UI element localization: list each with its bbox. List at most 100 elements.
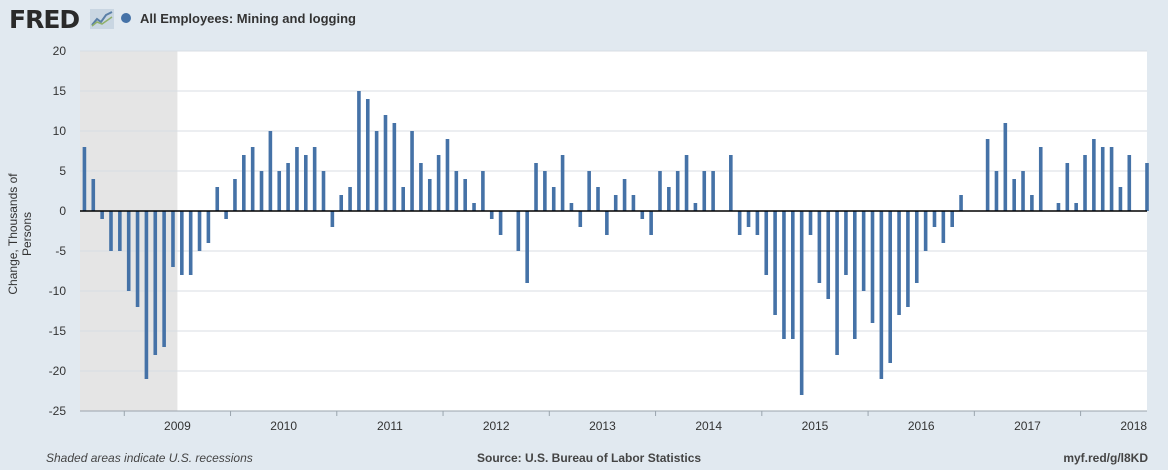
source-note[interactable]: Source: U.S. Bureau of Labor Statistics <box>477 451 702 465</box>
bar <box>1030 195 1034 211</box>
bar <box>109 211 113 251</box>
series-title[interactable]: All Employees: Mining and logging <box>140 11 356 26</box>
bar <box>339 195 344 211</box>
bar <box>950 211 954 227</box>
bar <box>472 203 476 211</box>
y-tick-label: -5 <box>55 244 66 258</box>
chart-header: FRED All Employees: Mining and logging <box>0 0 1168 40</box>
trend-line-icon <box>90 9 114 29</box>
bar <box>932 211 937 227</box>
bar <box>268 131 273 211</box>
x-tick-label: 2016 <box>908 419 935 433</box>
bar <box>427 179 432 211</box>
bar <box>667 187 671 211</box>
plot-area <box>80 51 1147 411</box>
bar <box>923 211 928 251</box>
y-axis-label: Change, Thousands of Persons <box>6 173 34 295</box>
bar <box>197 211 202 251</box>
bar <box>1100 147 1105 211</box>
bar <box>1074 203 1078 211</box>
bar <box>250 147 255 211</box>
y-tick-label: -10 <box>49 284 67 298</box>
bar <box>180 211 184 275</box>
x-tick-label: 2012 <box>483 419 510 433</box>
bar <box>1118 187 1123 211</box>
bar <box>303 155 308 211</box>
bar <box>1145 163 1149 211</box>
bar <box>481 171 485 211</box>
bar <box>489 211 494 219</box>
bar <box>357 91 361 211</box>
bar <box>985 139 990 211</box>
bar <box>605 211 609 235</box>
bar <box>675 171 680 211</box>
y-tick-label: 0 <box>59 204 66 218</box>
bar <box>171 211 175 267</box>
bar <box>419 163 423 211</box>
bar <box>126 211 131 291</box>
bar <box>817 211 822 283</box>
bar <box>454 171 459 211</box>
bar <box>312 147 317 211</box>
bar <box>543 171 547 211</box>
bar <box>321 171 326 211</box>
bar <box>188 211 193 275</box>
x-tick-label: 2017 <box>1014 419 1041 433</box>
bar <box>729 155 733 211</box>
bar <box>277 171 282 211</box>
bar <box>914 211 919 283</box>
bar <box>773 211 777 315</box>
bar <box>888 211 893 363</box>
bar <box>622 179 627 211</box>
bar <box>401 187 405 211</box>
x-tick-label: 2015 <box>802 419 829 433</box>
bar <box>436 155 441 211</box>
short-url[interactable]: myf.red/g/l8KD <box>1063 451 1148 465</box>
bar <box>596 187 600 211</box>
bar <box>578 211 583 227</box>
bar <box>534 163 538 211</box>
bar <box>1092 139 1096 211</box>
bar <box>91 179 96 211</box>
y-tick-label: 15 <box>53 84 67 98</box>
bar <box>153 211 158 355</box>
bar <box>348 187 352 211</box>
bar <box>100 211 104 219</box>
y-tick-label: -20 <box>49 364 67 378</box>
x-tick-label: 2014 <box>695 419 722 433</box>
bar <box>1127 155 1132 211</box>
fred-logo[interactable]: FRED <box>9 5 80 34</box>
bar <box>569 203 574 211</box>
bar <box>1056 203 1061 211</box>
bar <box>658 171 662 211</box>
bar <box>392 123 397 211</box>
bar <box>870 211 875 323</box>
bar <box>82 147 87 211</box>
bar <box>1038 147 1043 211</box>
bar <box>410 131 414 211</box>
bar <box>755 211 760 235</box>
bar <box>233 179 237 211</box>
bar <box>144 211 149 379</box>
bar <box>560 155 565 211</box>
bar <box>206 211 211 243</box>
bar <box>1021 171 1025 211</box>
bar <box>684 155 689 211</box>
bar <box>941 211 946 243</box>
bar <box>640 211 645 219</box>
bar <box>702 171 707 211</box>
bar <box>286 163 290 211</box>
y-tick-label: -25 <box>49 404 67 418</box>
bar <box>826 211 831 299</box>
bar <box>551 187 556 211</box>
bar <box>445 139 450 211</box>
bar <box>1109 147 1114 211</box>
bar <box>118 211 122 251</box>
bar <box>259 171 264 211</box>
bar <box>852 211 857 339</box>
bar <box>799 211 804 395</box>
y-tick-label: 20 <box>53 44 67 58</box>
y-tick-label: 10 <box>53 124 67 138</box>
bar <box>374 131 379 211</box>
